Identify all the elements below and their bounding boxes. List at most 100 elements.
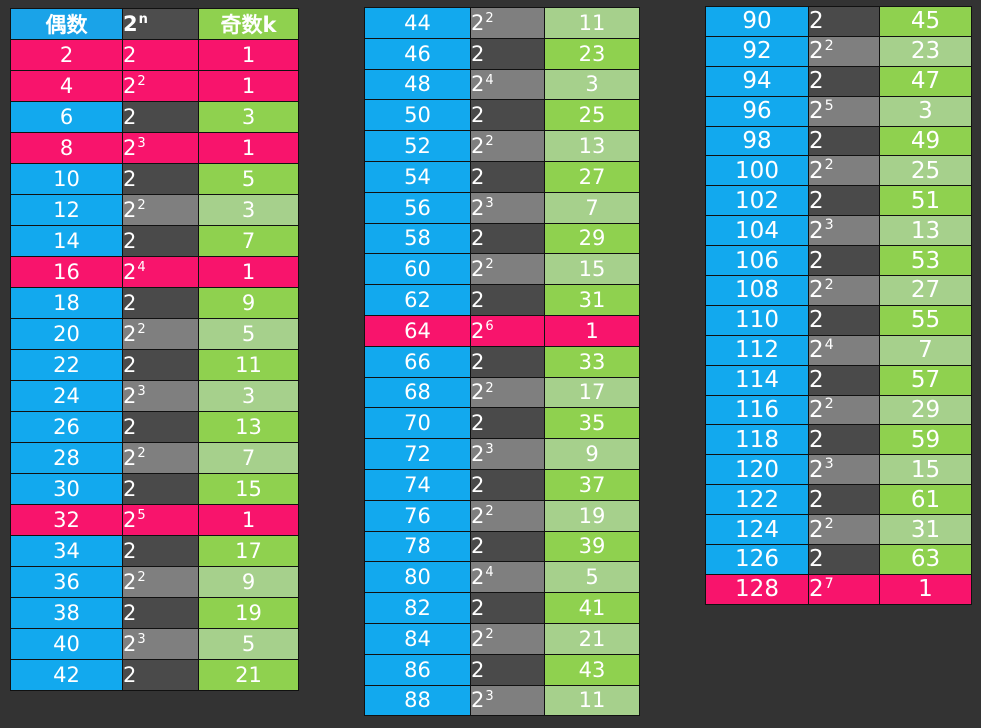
odd-cell: 29 [544,222,640,255]
even-cell: 68 [364,376,471,409]
odd-cell: 3 [198,101,299,133]
power-cell: 22 [808,394,880,426]
table-row: 126 2 63 [705,544,972,575]
power-cell: 2 [122,225,199,257]
power-cell: 23 [808,454,880,486]
odd-cell: 3 [198,194,299,226]
header-power: 2n [122,8,199,40]
odd-cell: 3 [879,95,972,127]
power-base: 2 [471,411,485,436]
power-base: 2 [809,38,824,65]
odd-cell: 15 [198,473,299,505]
even-cell: 82 [364,592,471,624]
table-row: 14 2 7 [10,225,299,257]
odd-cell: 11 [544,684,640,717]
power-base: 2 [123,260,137,284]
header-row: 偶数 2n 奇数k [10,8,299,40]
odd-cell: 21 [544,622,640,655]
even-cell: 118 [705,424,809,456]
power-cell: 24 [470,561,545,594]
odd-cell: 33 [544,345,640,378]
power-base: 2 [123,136,137,160]
even-cell: 114 [705,364,809,396]
table-row: 32 25 1 [10,504,299,536]
power-base: 2 [471,626,485,651]
table-row: 62 2 31 [364,284,640,316]
power-exponent: 5 [824,97,834,114]
power-cell: 22 [808,155,880,187]
power-base: 2 [123,632,137,656]
table-row: 114 2 57 [705,364,972,396]
power-cell: 24 [470,68,545,101]
power-exponent: 3 [824,456,834,473]
table-row: 54 2 27 [364,160,640,193]
power-cell: 22 [808,275,880,306]
power-exponent: 4 [485,72,494,88]
odd-cell: 1 [198,132,299,164]
odd-cell: 1 [879,573,972,605]
odd-cell: 9 [198,566,299,598]
power-exponent: 3 [485,442,494,458]
power-base: 2 [809,277,824,304]
odd-cell: 13 [198,411,299,443]
power-base: 2 [809,157,824,184]
power-cell: 2 [808,484,880,516]
table-row: 120 23 15 [705,454,972,486]
power-base: 2 [809,68,824,95]
power-base: 2 [809,217,824,244]
even-cell: 116 [705,394,809,426]
power-exponent: 7 [824,575,834,592]
even-cell: 76 [364,499,471,532]
power-cell: 22 [122,566,199,598]
power-base: 2 [809,187,824,214]
table-row: 70 2 35 [364,407,640,440]
even-cell: 70 [364,407,471,440]
power-exponent: 3 [485,688,494,704]
power-cell: 2 [122,349,199,381]
even-cell: 4 [10,70,123,102]
power-base: 2 [123,446,137,470]
table-row: 112 24 7 [705,334,972,366]
power-cell: 2 [122,101,199,133]
even-cell: 26 [10,411,123,443]
odd-cell: 37 [544,468,640,501]
table-row: 42 2 21 [10,659,299,691]
power-cell: 22 [470,7,545,39]
even-cell: 18 [10,287,123,319]
odd-cell: 29 [879,394,972,426]
odd-cell: 3 [198,380,299,412]
power-base: 2 [471,257,485,282]
even-cell: 24 [10,380,123,412]
even-cell: 106 [705,245,809,277]
power-base: 2 [123,508,137,532]
even-cell: 80 [364,561,471,594]
odd-cell: 5 [544,561,640,594]
table-column-1: 偶数 2n 奇数k 2 2 1 4 22 1 6 2 3 8 23 1 10 2 5 12 22 3 14 2 7 16 2… [10,8,299,691]
power-base: 2 [123,663,137,687]
table-row: 22 2 11 [10,349,299,381]
power-exponent: 2 [137,198,146,214]
table-row: 64 26 1 [364,314,640,347]
power-exponent: 4 [824,336,834,353]
odd-cell: 9 [198,287,299,319]
table-row: 110 2 55 [705,304,972,336]
odd-cell: 23 [544,37,640,70]
table-row: 40 23 5 [10,628,299,660]
table-row: 50 2 25 [364,99,640,132]
even-cell: 88 [364,684,471,717]
odd-cell: 49 [879,125,972,157]
power-exponent: 3 [137,632,146,648]
table-row: 18 2 9 [10,287,299,319]
table-row: 10 2 5 [10,163,299,195]
table-row: 66 2 33 [364,345,640,378]
power-base: 2 [123,601,137,625]
power-base: 2 [809,456,824,483]
table-row: 46 2 23 [364,37,640,70]
odd-cell: 39 [544,530,640,563]
power-exponent: 3 [824,217,834,234]
power-cell: 23 [122,380,199,412]
odd-cell: 25 [879,155,972,187]
power-base: 2 [471,472,485,497]
power-exponent: 2 [137,322,146,338]
